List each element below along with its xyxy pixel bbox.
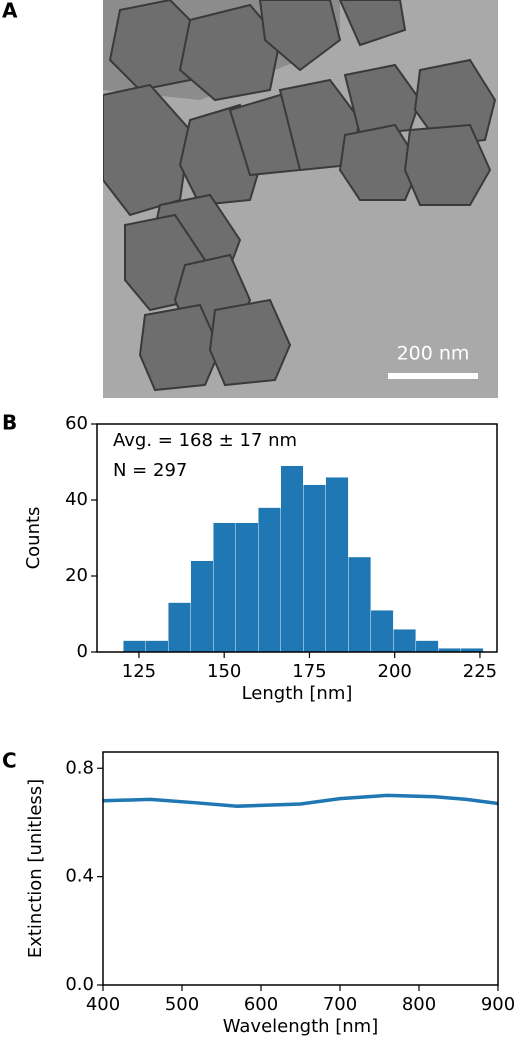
x-tick-label: 225 [463,661,497,682]
annotation: Avg. = 168 ± 17 nm [113,430,297,451]
bar [190,560,214,653]
bar [325,477,349,653]
y-tick-label: 60 [65,413,88,434]
x-tick-label: 400 [86,994,120,1015]
line [102,793,499,808]
x-tick-label: 125 [122,661,156,682]
y-tick-label: 0.4 [65,866,94,887]
x-tick-label: 150 [207,661,241,682]
bar [415,640,439,653]
bar [213,522,236,653]
bar [370,610,394,653]
x-axis-label: Wavelength [nm] [223,1016,379,1037]
bar [280,465,304,653]
plot-frame [96,423,498,653]
x-tick-label: 800 [402,994,436,1015]
x-axis-label: Length [nm] [242,683,353,704]
annotation: N = 297 [113,460,187,481]
bar [348,556,372,653]
tem-image: 200 nm [103,0,498,398]
panel-label: C [2,749,17,773]
y-tick-label: 40 [65,489,88,510]
scale-bar-label: 200 nm [397,343,470,365]
x-tick-label: 200 [378,661,412,682]
x-tick-label: 900 [481,994,515,1015]
x-tick-label: 600 [244,994,278,1015]
y-tick-label: 0 [77,641,88,662]
panel-label: A [2,0,18,23]
x-tick-label: 700 [323,994,357,1015]
bar [145,640,169,653]
bar [168,602,191,653]
bar [235,522,259,653]
bar [258,507,282,653]
y-tick-label: 20 [65,565,88,586]
y-axis-label: Extinction [unitless] [25,779,46,958]
y-tick-label: 0.8 [65,757,94,778]
y-axis-label: Counts [23,507,44,570]
panel-label: B [2,411,17,435]
y-tick-label: 0.0 [65,974,94,995]
bar [393,629,417,653]
bar [123,640,146,653]
bar [303,484,327,653]
plot-frame [102,751,499,986]
x-tick-label: 500 [165,994,199,1015]
x-tick-label: 175 [292,661,326,682]
